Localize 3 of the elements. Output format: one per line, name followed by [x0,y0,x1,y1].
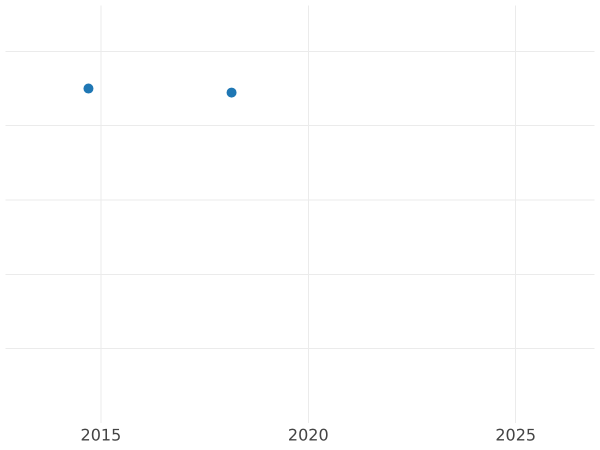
x-tick-label: 2025 [495,426,536,445]
x-tick-label: 2015 [80,426,122,445]
x-tick-label: 2020 [288,426,329,445]
